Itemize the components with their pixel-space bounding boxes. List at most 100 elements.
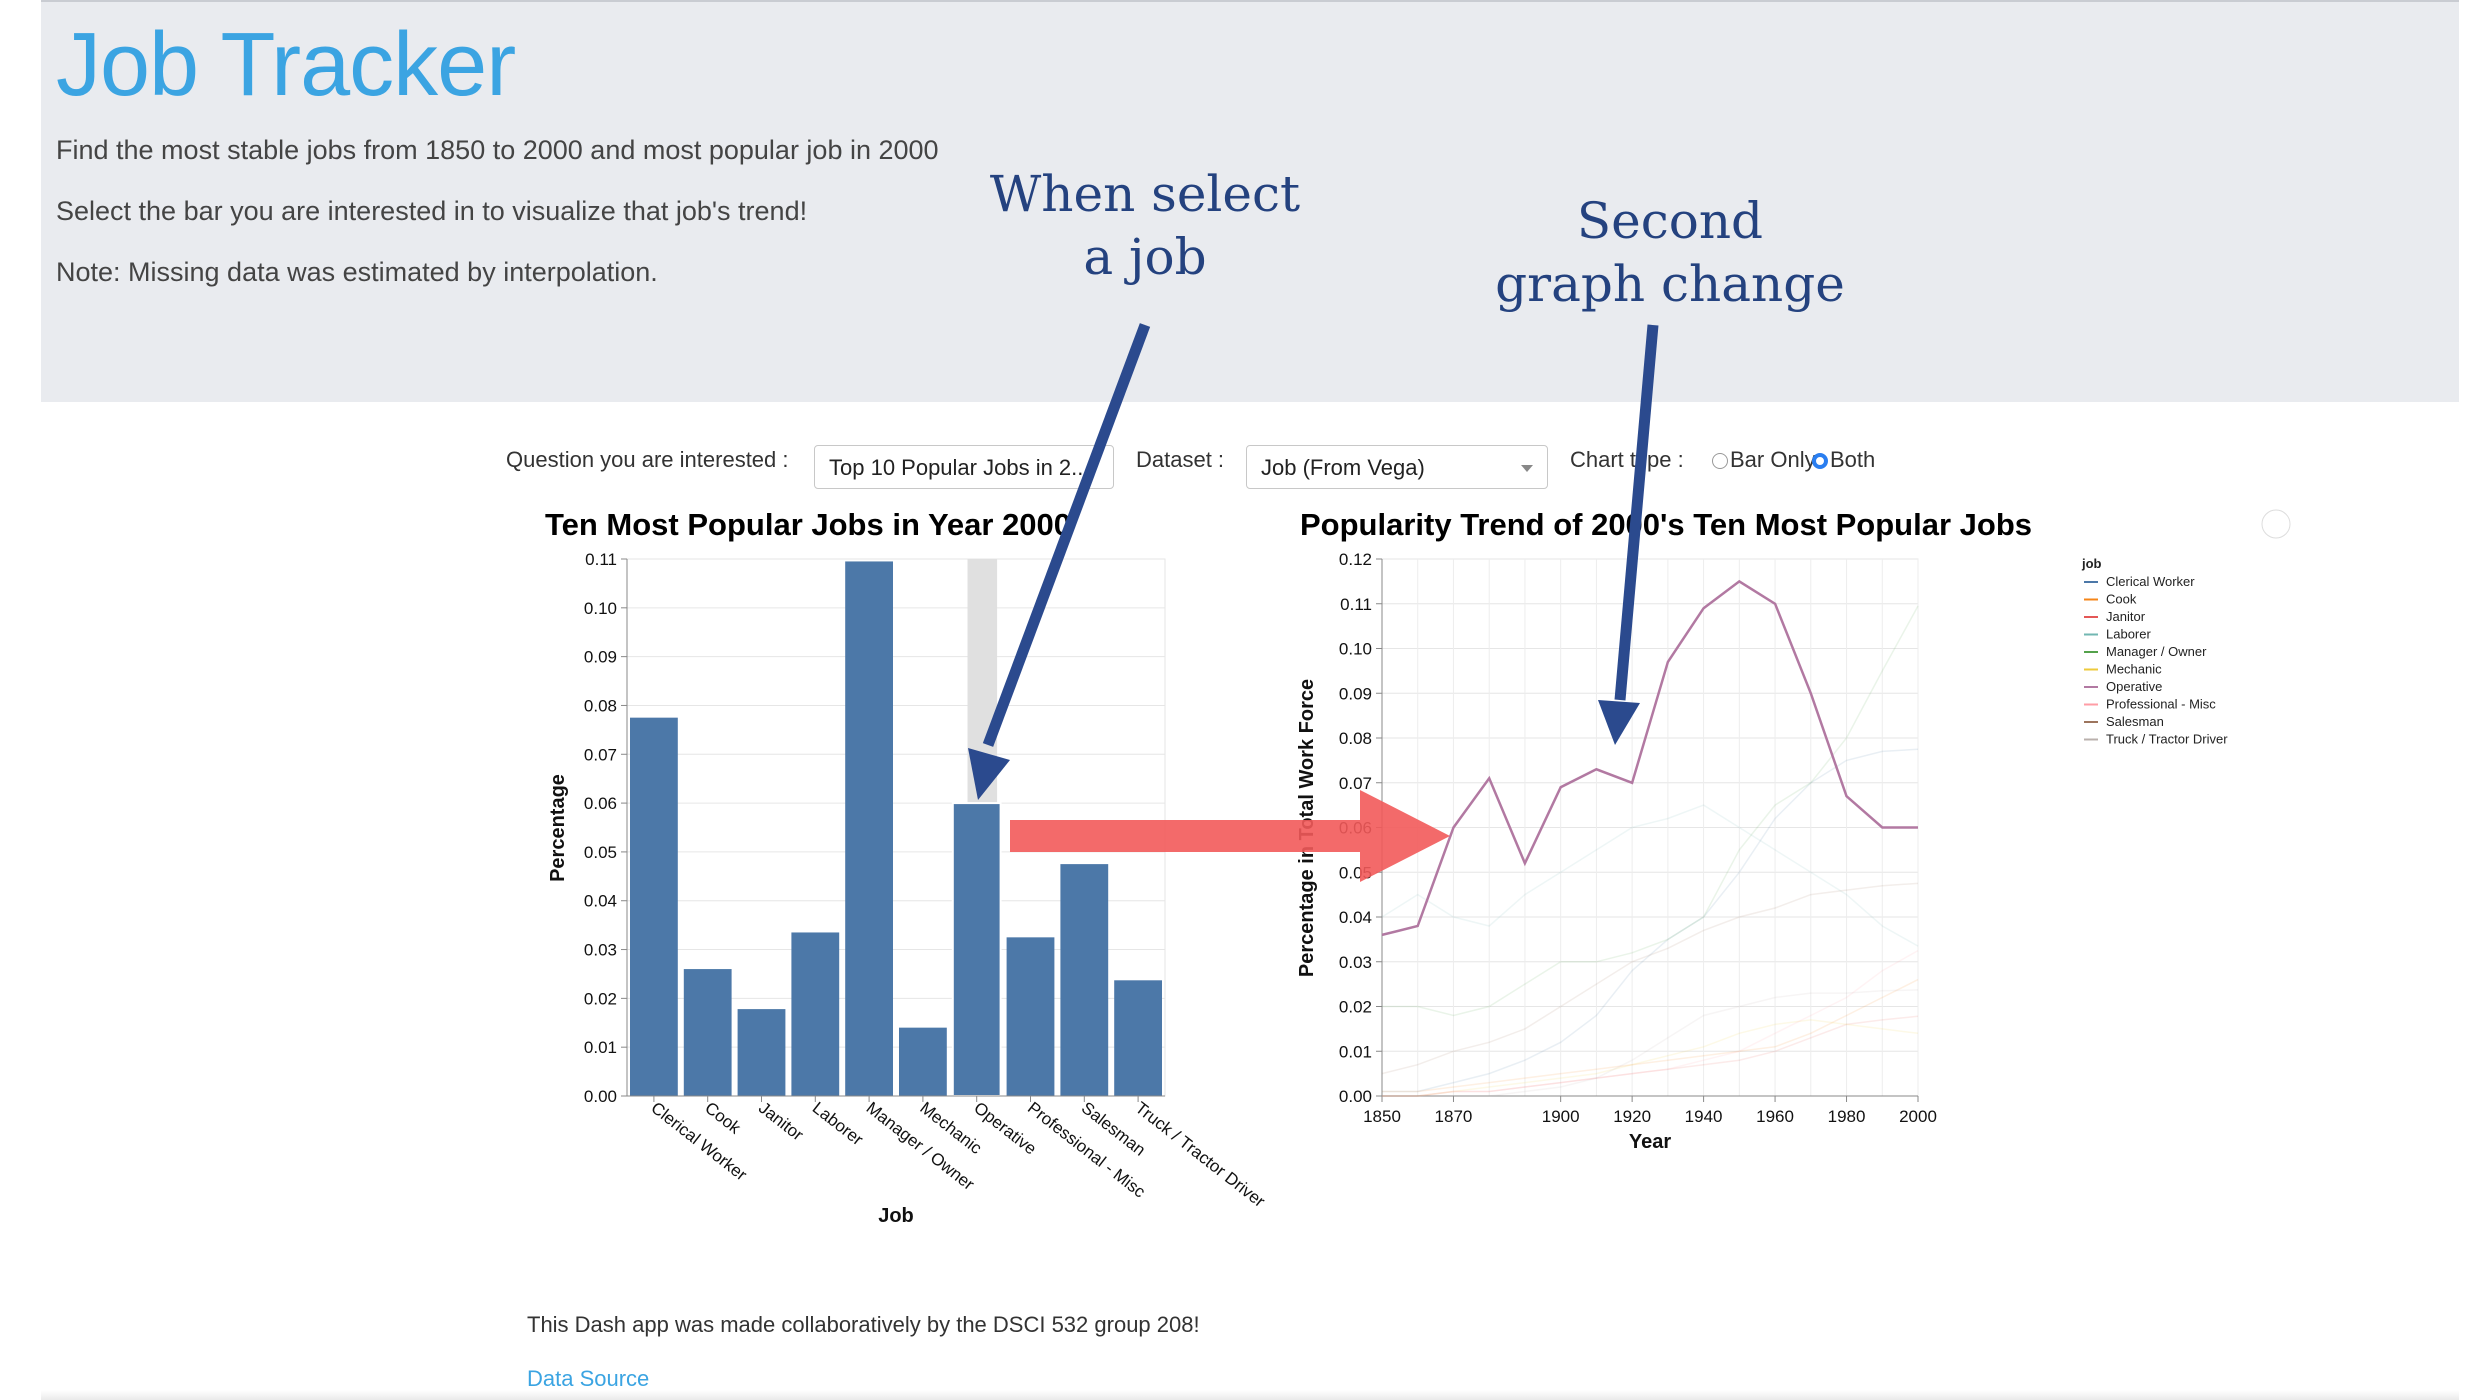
line-ytick-label: 0.09 [1339, 684, 1372, 703]
bar-x-axis-title: Job [878, 1205, 914, 1227]
question-label: Question you are interested : [506, 447, 789, 472]
series-line-janitor [1382, 1015, 1919, 1097]
legend-label-operative: Operative [2106, 679, 2162, 694]
series-line-professional-misc [1382, 949, 1919, 1097]
line-chart-title: Popularity Trend of 2000's Ten Most Popu… [1300, 507, 2032, 542]
line-ytick-label: 0.04 [1339, 908, 1372, 927]
line-x-axis-title: Year [1629, 1131, 1671, 1153]
line-ytick-label: 0.00 [1339, 1087, 1372, 1106]
line-ytick-label: 0.07 [1339, 774, 1372, 793]
radio-bar-only[interactable] [1712, 453, 1728, 469]
bar-xtick-label: Clerical Worker [647, 1098, 750, 1185]
bar-ytick-label: 0.09 [584, 648, 617, 667]
radio-both-label: Both [1830, 447, 1876, 472]
bar-cook [683, 969, 732, 1096]
line-ytick-label: 0.10 [1339, 640, 1372, 659]
bar-janitor [737, 1009, 786, 1096]
legend-label-laborer: Laborer [2106, 627, 2151, 642]
dataset-dropdown[interactable]: Job (From Vega) [1246, 445, 1548, 489]
bar-professional-misc [1006, 937, 1055, 1096]
app-title: Job Tracker [56, 15, 516, 115]
chart-type-label: Chart type : [1570, 447, 1684, 472]
bar-ytick-label: 0.02 [584, 989, 617, 1008]
legend-label-professional-misc: Professional - Misc [2106, 697, 2216, 712]
legend-label-janitor: Janitor [2106, 609, 2146, 624]
data-source-link[interactable]: Data Source [527, 1366, 650, 1391]
bar-ytick-label: 0.06 [584, 794, 617, 813]
bar-mechanic [899, 1027, 947, 1096]
series-line-clerical-worker [1382, 748, 1919, 1093]
series-line-truck-tractor-driver [1382, 989, 1919, 1097]
line-xtick-label: 1980 [1828, 1107, 1866, 1126]
description-line-1: Find the most stable jobs from 1850 to 2… [56, 135, 939, 165]
legend-title: job [2081, 556, 2102, 571]
description-line-3: Note: Missing data was estimated by inte… [56, 257, 658, 287]
footer-credit: This Dash app was made collaboratively b… [527, 1312, 1200, 1337]
bar-ytick-label: 0.10 [584, 599, 617, 618]
legend-label-clerical-worker: Clerical Worker [2106, 574, 2195, 589]
side-action-icon [2261, 509, 2291, 539]
bar-xtick-label: Janitor [755, 1098, 807, 1145]
blue-arrow-2-head [1598, 700, 1640, 745]
radio-both[interactable] [1812, 453, 1828, 469]
line-xtick-label: 1940 [1685, 1107, 1723, 1126]
red-arrow-icon [1010, 790, 1450, 882]
line-xtick-label: 1870 [1435, 1107, 1473, 1126]
bar-truck-tractor-driver [1114, 980, 1162, 1096]
line-xtick-label: 1920 [1613, 1107, 1651, 1126]
bar-ytick-label: 0.05 [584, 843, 617, 862]
dataset-label: Dataset : [1136, 447, 1225, 472]
header-panel [41, 0, 2459, 402]
bar-ytick-label: 0.04 [584, 892, 617, 911]
bar-ytick-label: 0.01 [584, 1038, 617, 1057]
blue-arrow-2-shaft [1614, 324, 1659, 701]
line-xtick-label: 1960 [1756, 1107, 1794, 1126]
bar-clerical-worker [630, 717, 678, 1096]
bar-ytick-label: 0.08 [584, 696, 617, 715]
legend-label-mechanic: Mechanic [2106, 662, 2162, 677]
annotation-graph-change: Second graph change [1495, 192, 1845, 313]
legend-label-truck-tractor-driver: Truck / Tractor Driver [2106, 732, 2228, 747]
series-line-mechanic [1382, 1019, 1919, 1097]
chevron-down-icon [1521, 465, 1533, 472]
question-dropdown-value: Top 10 Popular Jobs in 2... [829, 455, 1090, 480]
line-ytick-label: 0.08 [1339, 729, 1372, 748]
line-xtick-label: 2000 [1899, 1107, 1937, 1126]
bar-xtick-label: Laborer [809, 1098, 867, 1149]
bar-operative [951, 802, 1002, 1097]
bar-ytick-label: 0.00 [584, 1087, 617, 1106]
bottom-shadow [41, 1390, 2459, 1400]
series-line-manager-owner [1382, 605, 1919, 1017]
bar-xtick-label: Truck / Tractor Driver [1132, 1098, 1269, 1211]
bar-chart-title: Ten Most Popular Jobs in Year 2000 [545, 507, 1071, 542]
line-ytick-label: 0.01 [1339, 1042, 1372, 1061]
bar-manager-owner [845, 561, 893, 1096]
question-dropdown[interactable]: Top 10 Popular Jobs in 2... [814, 445, 1114, 489]
line-ytick-label: 0.03 [1339, 953, 1372, 972]
annotation-select-job: When select a job [989, 165, 1301, 286]
dataset-dropdown-value: Job (From Vega) [1261, 455, 1425, 480]
series-line-operative [1381, 579, 1918, 937]
description-line-2: Select the bar you are interested in to … [56, 196, 808, 226]
legend-label-salesman: Salesman [2106, 714, 2164, 729]
bar-ytick-label: 0.11 [585, 550, 617, 569]
bar-y-axis-title: Percentage [547, 774, 569, 882]
series-line-laborer [1381, 804, 1919, 947]
line-xtick-label: 1850 [1363, 1107, 1401, 1126]
bar-ytick-label: 0.07 [584, 745, 617, 764]
bar-laborer [791, 932, 840, 1096]
blue-arrow-1-head [968, 748, 1010, 800]
legend-label-cook: Cook [2106, 592, 2137, 607]
blue-arrow-1-shaft [982, 323, 1151, 747]
line-ytick-label: 0.12 [1339, 550, 1372, 569]
bar-salesman [1060, 864, 1109, 1096]
legend-label-manager-owner: Manager / Owner [2106, 644, 2207, 659]
bar-ytick-label: 0.03 [584, 941, 617, 960]
radio-bar-only-label: Bar Only [1730, 447, 1816, 472]
line-ytick-label: 0.11 [1340, 595, 1372, 614]
series-line-salesman [1381, 882, 1919, 1075]
series-line-cook [1382, 978, 1919, 1093]
line-xtick-label: 1900 [1542, 1107, 1580, 1126]
bar-xtick-label: Cook [701, 1098, 744, 1138]
